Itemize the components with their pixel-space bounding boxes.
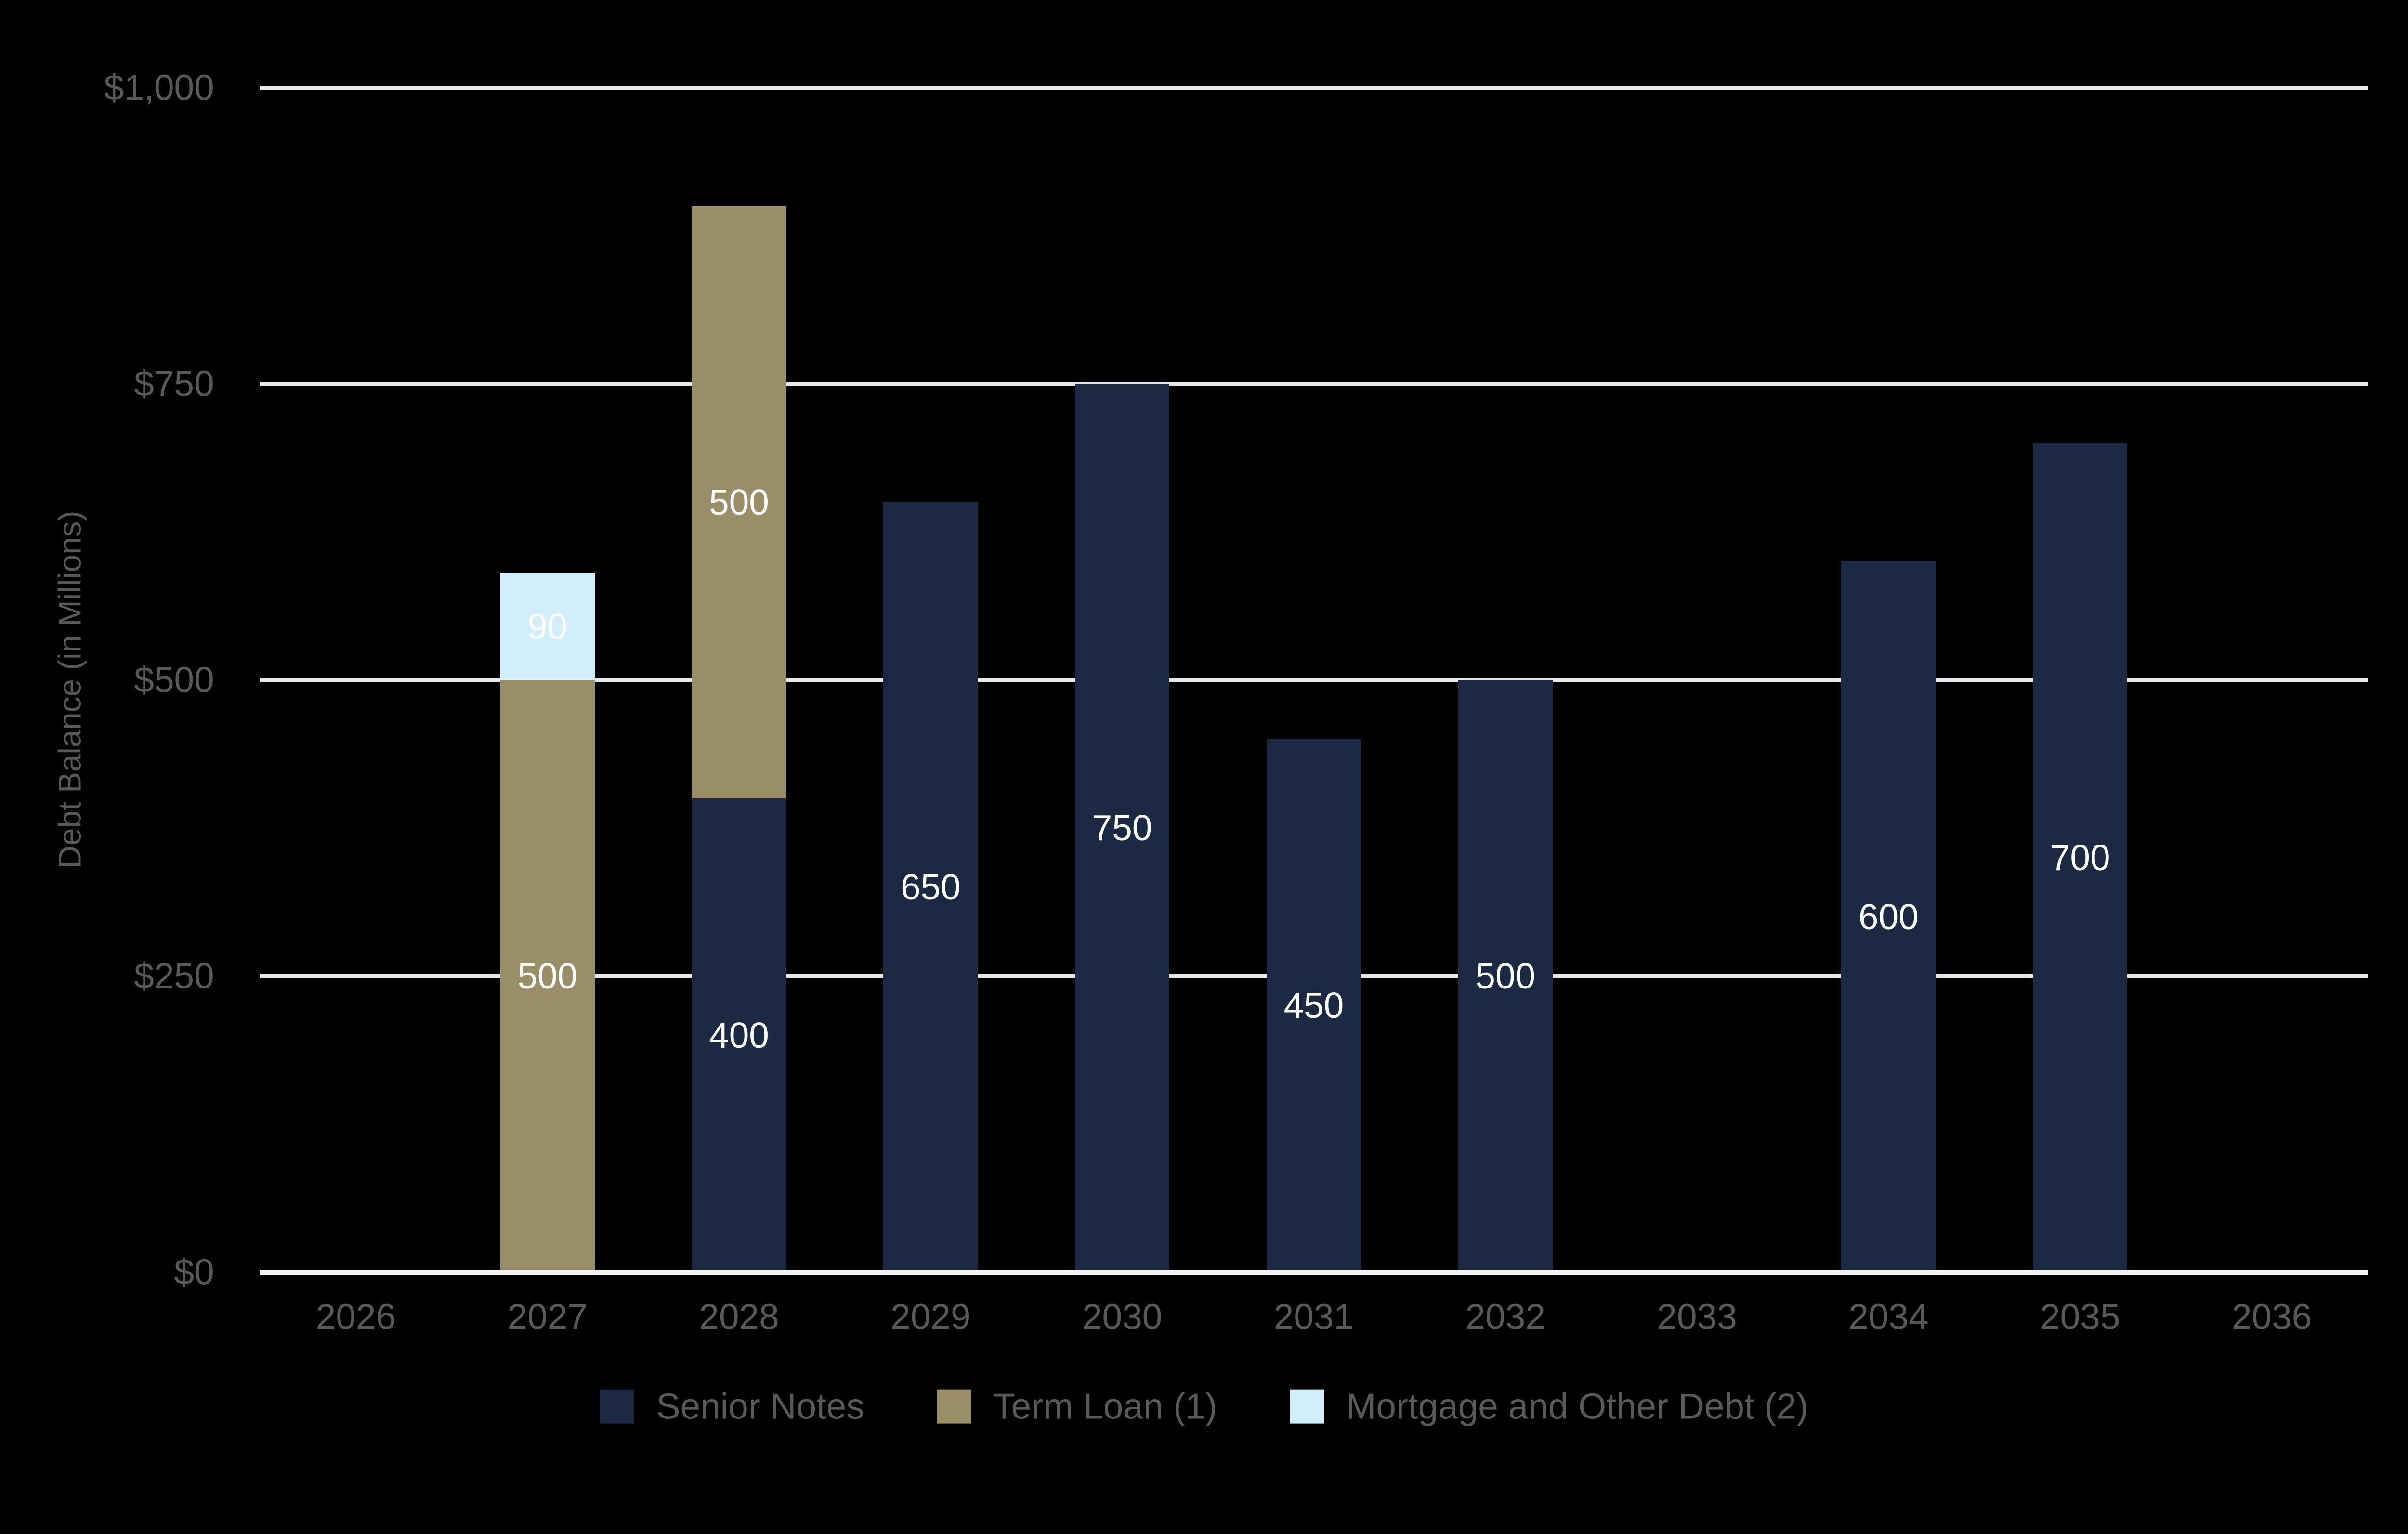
bar-value-label: 700 (2050, 837, 2110, 878)
x-axis-label-2026: 2026 (315, 1296, 396, 1337)
x-axis-label-2035: 2035 (2040, 1296, 2120, 1337)
bar-segment-senior-notes-2028: 400 (692, 798, 786, 1273)
legend-item-mortgage-and-other-debt-2: Mortgage and Other Debt (2) (1289, 1386, 1808, 1427)
x-axis-label-2028: 2028 (699, 1296, 779, 1337)
bar-value-label: 90 (527, 606, 568, 647)
legend-swatch (1289, 1389, 1324, 1424)
bar-value-label: 450 (1283, 985, 1344, 1026)
bar-value-label: 750 (1092, 807, 1152, 848)
bar-segment-senior-notes-2035: 700 (2033, 443, 2128, 1273)
bar-segment-term-loan-1-2028: 500 (692, 206, 786, 799)
x-axis-label-2027: 2027 (507, 1296, 588, 1337)
x-axis-baseline (260, 1269, 2368, 1275)
legend-swatch (600, 1389, 634, 1424)
x-axis-label-2032: 2032 (1465, 1296, 1545, 1337)
legend-label: Senior Notes (656, 1386, 864, 1427)
chart-canvas: Debt Balance (in Millions) $0 $250 $500 $75… (0, 50, 2408, 1484)
y-tick-label: $0 (174, 1251, 214, 1292)
legend-label: Mortgage and Other Debt (2) (1346, 1386, 1808, 1427)
bar-segment-senior-notes-2032: 500 (1458, 680, 1553, 1273)
bar-segment-senior-notes-2031: 450 (1266, 739, 1361, 1273)
bar-value-label: 500 (1475, 955, 1536, 996)
bar-value-label: 500 (709, 481, 769, 522)
x-axis-label-2029: 2029 (890, 1296, 971, 1337)
x-axis-label-2031: 2031 (1273, 1296, 1354, 1337)
bar-segment-senior-notes-2034: 600 (1841, 561, 1936, 1273)
y-tick-label: $1,000 (104, 67, 214, 108)
gridline (260, 382, 2368, 386)
gridline (260, 86, 2368, 90)
y-tick-label: $500 (134, 659, 214, 700)
legend-swatch (936, 1389, 971, 1424)
legend: Senior Notes Term Loan (1) Mortgage and Ot… (0, 1389, 2408, 1425)
bar-segment-senior-notes-2030: 750 (1075, 384, 1170, 1273)
bar-value-label: 600 (1858, 896, 1919, 937)
x-axis-label-2033: 2033 (1657, 1296, 1737, 1337)
x-axis-label-2034: 2034 (1848, 1296, 1929, 1337)
legend-label: Term Loan (1) (993, 1386, 1217, 1427)
bar-value-label: 650 (900, 867, 961, 908)
legend-item-senior-notes: Senior Notes (600, 1389, 864, 1425)
bar-segment-senior-notes-2029: 650 (883, 502, 978, 1273)
y-tick-label: $750 (134, 363, 214, 404)
gridline (260, 678, 2368, 682)
x-axis-label-2030: 2030 (1082, 1296, 1163, 1337)
bar-segment-term-loan-1-2027: 500 (500, 680, 595, 1273)
x-axis-label-2036: 2036 (2231, 1296, 2312, 1337)
bar-value-label: 500 (517, 955, 578, 996)
legend-item-term-loan-1: Term Loan (1) (936, 1386, 1217, 1427)
y-tick-label: $250 (134, 955, 214, 996)
bar-segment-mortgage-and-other-debt-2-2027: 90 (500, 573, 595, 680)
bar-value-label: 400 (709, 1014, 769, 1055)
